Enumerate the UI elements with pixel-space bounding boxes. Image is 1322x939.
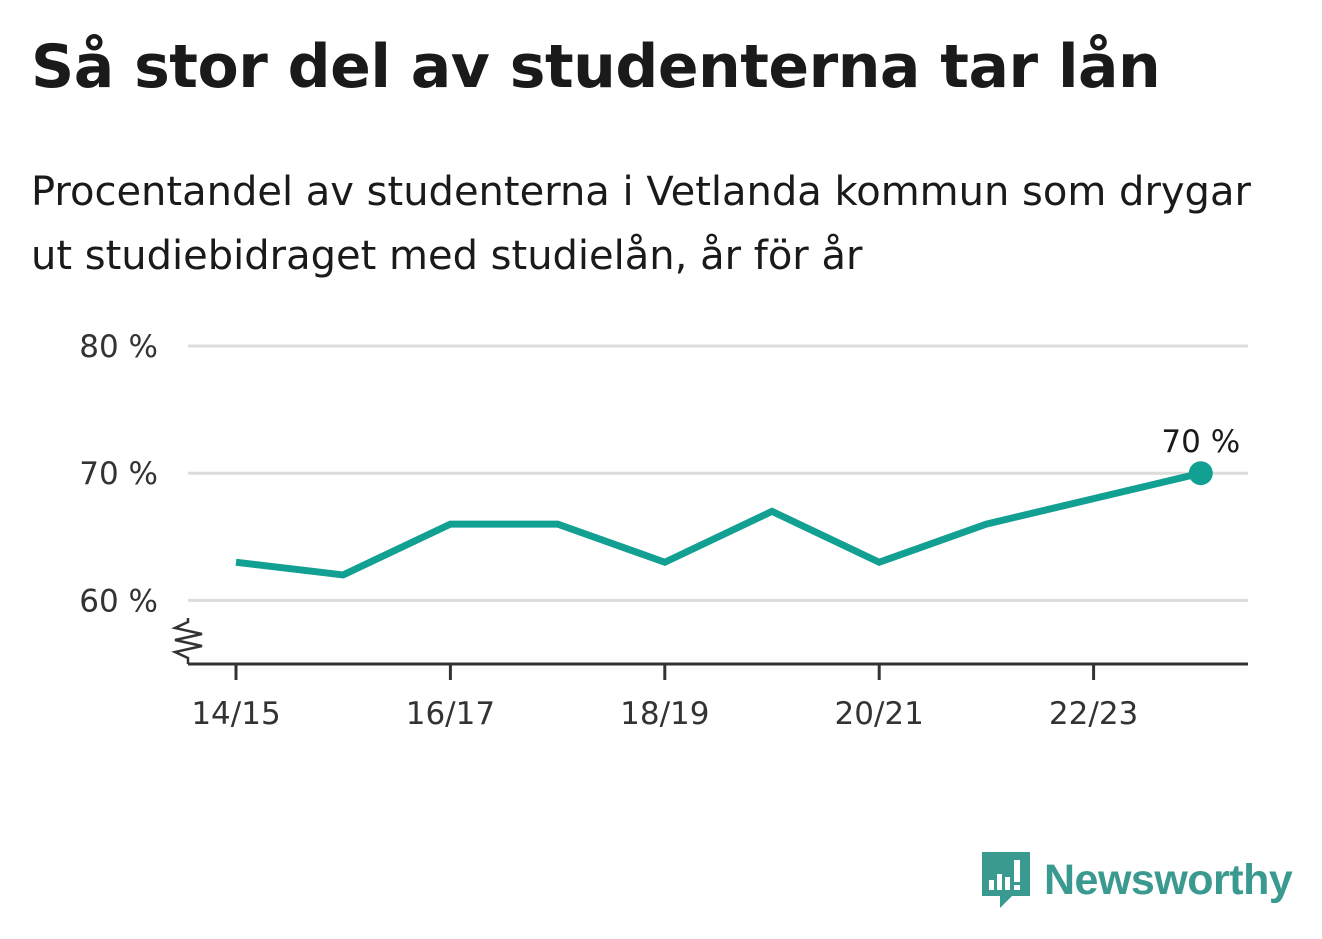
x-axis-ticks: 14/15 16/17 18/19 20/21 22/23 [191,664,1138,732]
series-line-group: 70 % [235,424,1240,579]
x-tick-label: 18/19 [620,696,709,732]
grid-lines [188,344,1248,602]
y-tick-label: 80 % [79,329,158,365]
chart-title: Så stor del av studenterna tar lån [31,32,1161,102]
y-tick-label: 60 % [79,583,158,619]
series-line [235,469,1202,579]
newsworthy-icon [982,852,1030,908]
x-tick-label: 14/15 [191,696,280,732]
axis-break-icon [171,618,203,664]
x-tick-label: 16/17 [406,696,495,732]
line-chart: 60 % 70 % 80 % 14/15 16/17 18/19 20/21 22/23 7… [79,329,1248,732]
end-point-marker [1188,461,1213,486]
chart-subtitle: Procentandel av studenterna i Vetlanda k… [31,169,1251,279]
x-tick-label: 20/21 [835,696,924,732]
y-tick-label: 70 % [79,456,158,492]
x-axis [171,618,1248,666]
brand-name: Newsworthy [1044,855,1293,904]
end-value-label: 70 % [1161,424,1240,460]
newsworthy-logo: Newsworthy [980,850,1293,910]
y-axis-ticks: 60 % 70 % 80 % [79,329,158,619]
x-tick-label: 22/23 [1049,696,1138,732]
